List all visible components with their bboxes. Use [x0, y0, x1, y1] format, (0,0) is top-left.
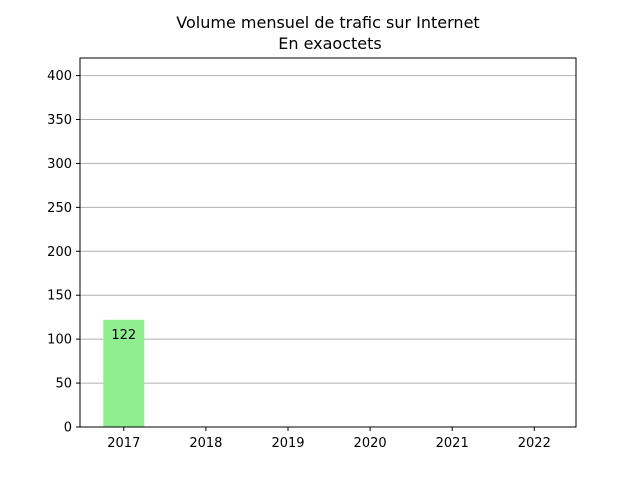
x-tick-label: 2022: [518, 436, 551, 451]
bars: [103, 319, 145, 427]
data-labels: 122: [111, 328, 136, 343]
x-tick-label: 2021: [436, 436, 469, 451]
y-tick-label: 400: [47, 69, 72, 84]
y-tick-label: 300: [47, 157, 72, 172]
y-tick-label: 100: [47, 333, 72, 348]
y-axis-ticks: 0 50 100 150 200 250 300 350 400: [47, 69, 80, 436]
x-tick-label: 2018: [189, 436, 222, 451]
chart-title: Volume mensuel de trafic sur Internet: [176, 13, 479, 32]
y-tick-label: 50: [55, 377, 72, 392]
x-tick-label: 2017: [107, 436, 140, 451]
plot-area-frame: [79, 57, 577, 428]
y-tick-label: 350: [47, 113, 72, 128]
gridlines: [80, 75, 576, 384]
y-tick-label: 250: [47, 201, 72, 216]
x-tick-label: 2019: [271, 436, 304, 451]
x-tick-label: 2020: [354, 436, 387, 451]
x-axis-ticks: 2017 2018 2019 2020 2021 2022: [107, 427, 551, 451]
y-tick-label: 0: [64, 421, 72, 436]
bar-2017: [103, 319, 145, 427]
y-tick-label: 200: [47, 245, 72, 260]
chart-subtitle: En exaoctets: [278, 34, 381, 53]
data-label-2017: 122: [111, 328, 136, 343]
y-tick-label: 150: [47, 289, 72, 304]
